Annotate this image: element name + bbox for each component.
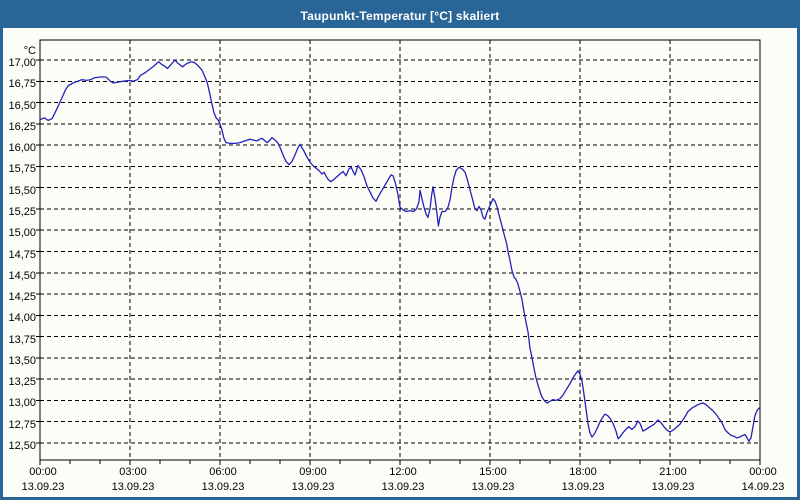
chart-plot bbox=[36, 39, 761, 465]
title-bar: Taupunkt-Temperatur [°C] skaliert bbox=[3, 3, 797, 28]
temperature-line bbox=[39, 59, 760, 442]
plot-border bbox=[39, 39, 761, 461]
window-title: Taupunkt-Temperatur [°C] skaliert bbox=[300, 8, 500, 23]
